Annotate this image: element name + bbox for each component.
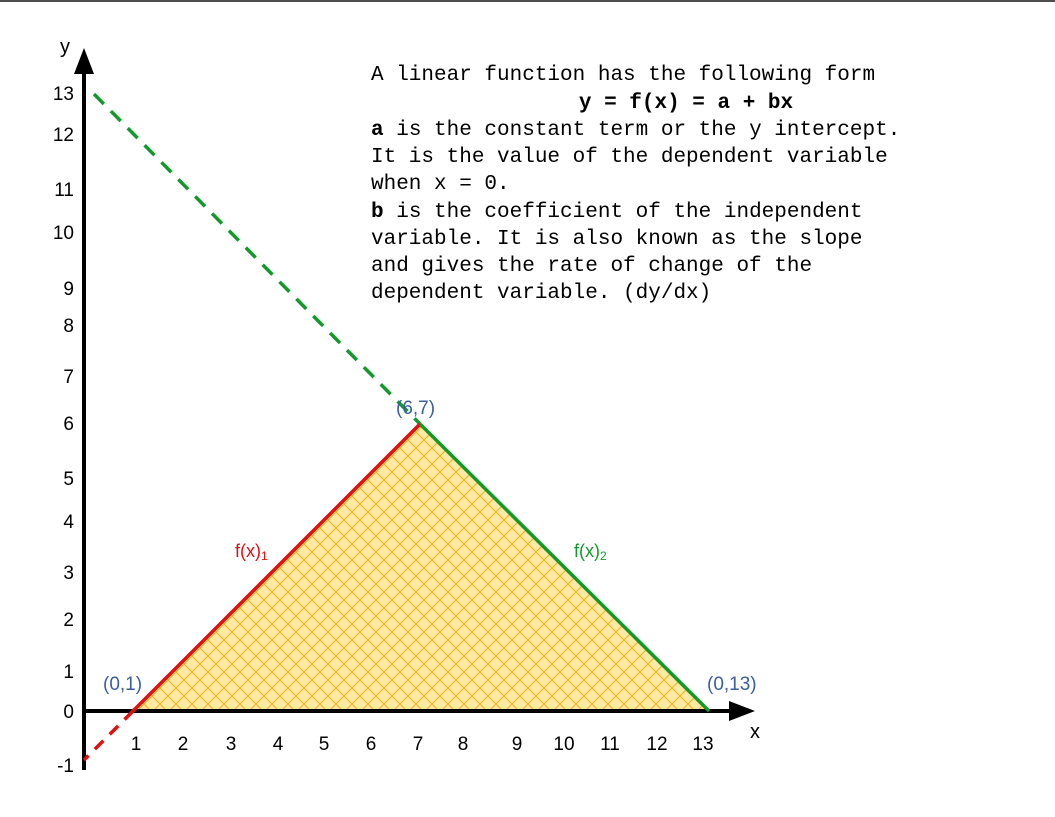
x-tick-label: 1 xyxy=(131,734,142,755)
y-tick-label: 7 xyxy=(63,367,74,388)
y-tick-label: 8 xyxy=(63,316,74,337)
f1-label: f(x)1 xyxy=(235,541,268,563)
x-tick-label: 3 xyxy=(226,734,237,755)
y-tick-label: 1 xyxy=(63,662,74,683)
top-border xyxy=(0,0,1055,2)
y-tick-label: 0 xyxy=(63,702,74,723)
y-axis-name: y xyxy=(60,36,70,58)
x-tick-label: 5 xyxy=(319,734,330,755)
description-line-8: dependent variable. (dy/dx) xyxy=(371,282,711,305)
y-tick-label: 13 xyxy=(53,84,74,105)
x-tick-label: 12 xyxy=(646,734,667,755)
x-tick-label: 13 xyxy=(692,734,713,755)
y-tick-label: 6 xyxy=(63,414,74,435)
shaded-triangle-region xyxy=(133,424,709,711)
f1-line xyxy=(131,422,422,713)
x-tick-label: 10 xyxy=(553,734,574,755)
x-axis-arrow-icon xyxy=(729,701,755,721)
x-tick-label: 6 xyxy=(366,734,377,755)
y-tick-label: 10 xyxy=(53,223,74,244)
y-tick-label: 9 xyxy=(63,279,74,300)
y-tick-label: 3 xyxy=(63,563,74,584)
description-line-b: b is the coefficient of the independent xyxy=(371,201,863,224)
x-tick-label: 7 xyxy=(413,734,424,755)
x-tick-label: 8 xyxy=(458,734,469,755)
x-tick-label: 2 xyxy=(178,734,189,755)
y-tick-label: 4 xyxy=(63,512,74,533)
y-axis-arrow-icon xyxy=(74,48,94,74)
f2-label: f(x)2 xyxy=(574,541,607,563)
x-axis-name: x xyxy=(750,721,760,743)
description-line-7: and gives the rate of change of the xyxy=(371,255,812,278)
f2-dashed-extension xyxy=(92,92,422,426)
f2-line xyxy=(418,422,711,713)
point-label-0-1: (0,1) xyxy=(103,674,142,695)
f1-dashed-extension xyxy=(82,709,135,762)
formula: y = f(x) = a + bx xyxy=(579,92,794,115)
description-line-1: A linear function has the following form xyxy=(371,64,875,87)
description-line-a: a is the constant term or the y intercep… xyxy=(371,119,900,142)
x-tick-label: 4 xyxy=(273,734,284,755)
description-line-3: It is the value of the dependent variabl… xyxy=(371,146,888,169)
y-tick-label: 11 xyxy=(54,180,74,201)
description-line-4: when x = 0. xyxy=(371,173,510,196)
point-label-6-7: (6,7) xyxy=(396,398,435,419)
point-label-0-13: (0,13) xyxy=(707,674,757,695)
y-tick-label: 5 xyxy=(63,469,74,490)
description-line-6: variable. It is also known as the slope xyxy=(371,228,862,251)
y-tick-label: -1 xyxy=(57,756,74,777)
x-tick-label: 11 xyxy=(600,734,620,755)
y-tick-label: 2 xyxy=(63,610,74,631)
x-tick-label: 9 xyxy=(512,734,523,755)
y-tick-label: 12 xyxy=(53,125,74,146)
